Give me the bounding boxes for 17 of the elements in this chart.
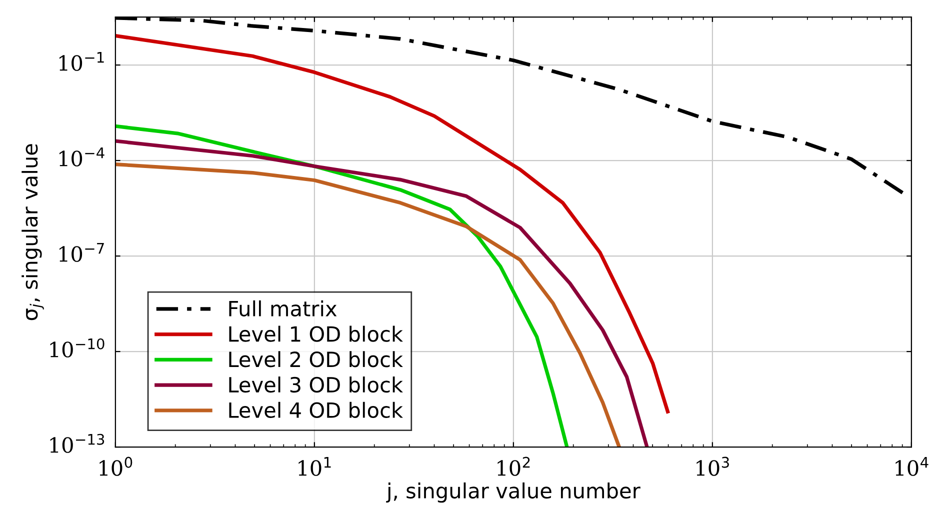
legend-label: Level 3 OD block [229, 376, 403, 393]
x-tick-label: 10$^{4}$ [896, 457, 928, 476]
y-tick-label: 10$^{−10}$ [50, 338, 104, 358]
y-tick-label: 10$^{−1}$ [59, 52, 104, 71]
y-tick-label: 10$^{−7}$ [59, 243, 104, 262]
legend-label: Level 2 OD block [229, 351, 403, 368]
y-axis-title: σ$_{j}$, singular value [22, 144, 44, 320]
y-tick-label: 10$^{−4}$ [59, 148, 104, 166]
legend-label: Level 1 OD block [229, 326, 403, 342]
y-tick-label: 10$^{−13}$ [50, 434, 104, 453]
legend-label: Level 4 OD block [229, 402, 403, 418]
x-tick-label: 10$^{2}$ [498, 456, 530, 476]
x-tick-label: 10$^{0}$ [100, 456, 132, 476]
x-tick-label: 10$^{1}$ [298, 457, 331, 476]
x-tick-label: 10$^{3}$ [696, 456, 729, 476]
x-axis-title: j, singular value number [386, 482, 640, 503]
legend-label: Full matrix [229, 300, 337, 317]
